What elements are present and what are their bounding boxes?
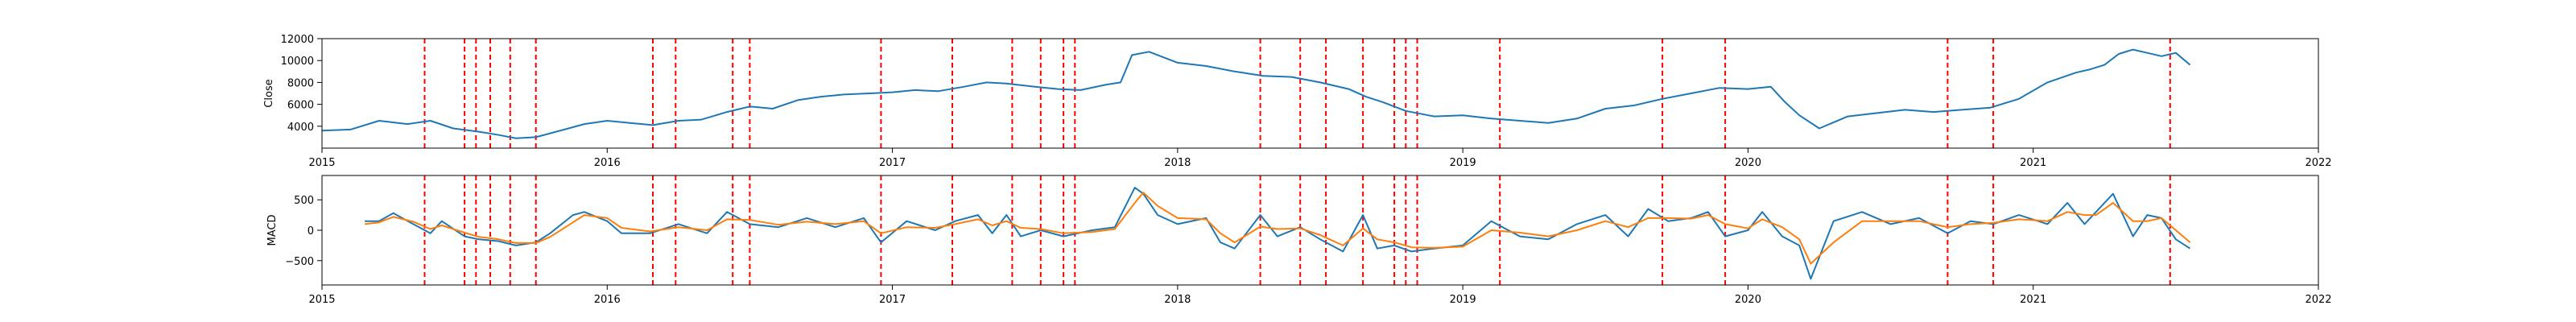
macd-y-ticks: −500 0 500: [285, 195, 322, 268]
close-y-tick-label-2: 8000: [287, 77, 314, 89]
close-x-tick-label-6: 2021: [2020, 157, 2046, 169]
close-y-tick-label-4: 12000: [281, 34, 314, 46]
close-x-tick-label-3: 2018: [1164, 157, 1191, 169]
macd-x-tick-label-5: 2020: [1735, 294, 1761, 306]
macd-y-tick-label-0: −500: [285, 256, 314, 268]
close-x-tick-label-0: 2015: [308, 157, 335, 169]
macd-series-line-1: [364, 192, 2191, 265]
macd-x-tick-label-6: 2021: [2020, 294, 2046, 306]
close-x-tick-label-2: 2017: [879, 157, 906, 169]
close-series-line-0: [322, 48, 2191, 139]
close-y-ticks: 4000 6000 8000 10000 12000: [281, 34, 322, 134]
close-x-tick-label-1: 2016: [594, 157, 621, 169]
close-y-axis-label: Close: [263, 79, 275, 107]
close-panel: 2015 2016 2017 2018 2019 2020 2021 2022 4000 600…: [263, 34, 2332, 169]
close-x-tick-label-5: 2020: [1735, 157, 1761, 169]
macd-x-tick-label-0: 2015: [308, 294, 335, 306]
macd-panel: 2015 2016 2017 2018 2019 2020 2021 2022 −500 0 50…: [266, 175, 2332, 306]
macd-series-line-0: [365, 187, 2191, 280]
close-y-tick-label-0: 4000: [287, 122, 314, 134]
close-vlines: [423, 39, 2171, 148]
macd-x-tick-label-2: 2017: [879, 294, 906, 306]
macd-y-tick-label-1: 0: [308, 225, 314, 237]
macd-x-tick-label-4: 2019: [1450, 294, 1476, 306]
macd-y-tick-label-2: 500: [294, 195, 314, 207]
close-plot-frame: [321, 38, 2319, 149]
macd-vlines: [423, 175, 2171, 285]
close-x-tick-label-7: 2022: [2305, 157, 2331, 169]
close-x-tick-label-4: 2019: [1450, 157, 1476, 169]
macd-y-axis-label: MACD: [266, 215, 279, 246]
macd-x-tick-label-3: 2018: [1164, 294, 1191, 306]
macd-x-tick-label-1: 2016: [594, 294, 621, 306]
macd-x-ticks: 2015 2016 2017 2018 2019 2020 2021 2022: [308, 285, 2332, 306]
close-y-tick-label-1: 6000: [287, 100, 314, 112]
macd-x-tick-label-7: 2022: [2305, 294, 2331, 306]
close-x-ticks: 2015 2016 2017 2018 2019 2020 2021 2022: [308, 148, 2332, 169]
close-series: [322, 48, 2191, 139]
macd-series: [364, 187, 2191, 280]
close-y-tick-label-3: 10000: [281, 56, 314, 68]
